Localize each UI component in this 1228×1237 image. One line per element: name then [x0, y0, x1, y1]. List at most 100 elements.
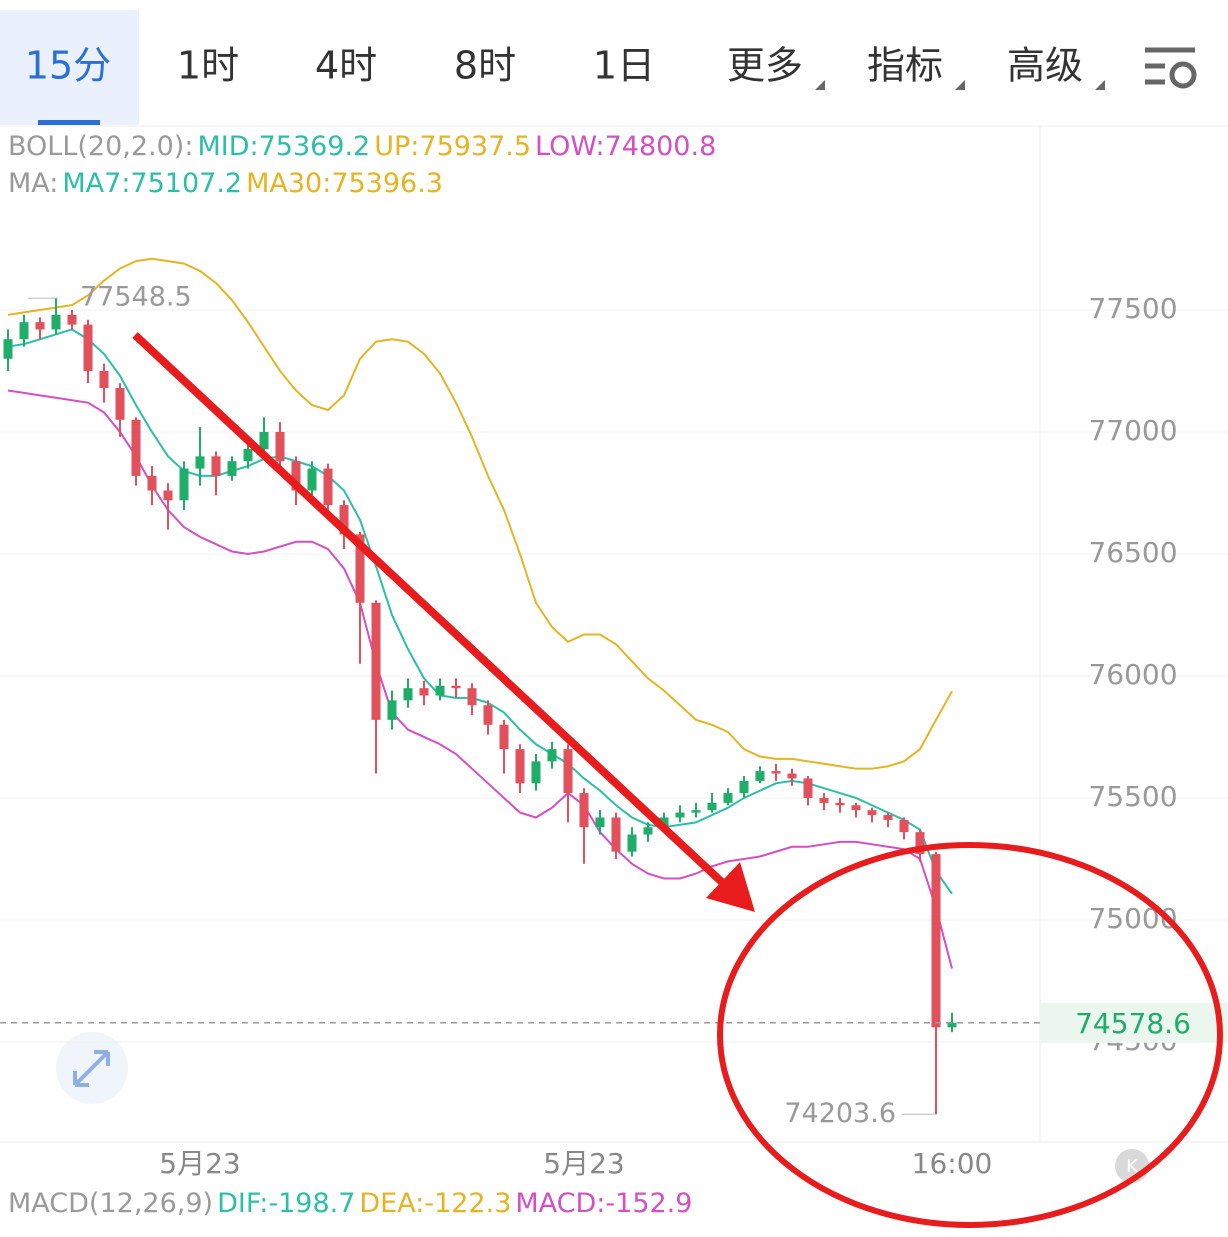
tab[interactable]: 15分	[25, 44, 111, 88]
candle-body	[67, 314, 77, 325]
indicator-label-item: MA30:75396.3	[246, 168, 443, 199]
candle-body	[147, 475, 157, 491]
candle-body	[83, 324, 93, 371]
macd-label-item: MACD(12,26,9)	[8, 1188, 213, 1219]
dropdown-caret	[1095, 80, 1105, 90]
tab[interactable]: 1时	[177, 44, 239, 88]
candle-body	[467, 688, 477, 706]
svg-text:K: K	[1126, 1156, 1139, 1177]
candle-body	[163, 490, 173, 501]
tab[interactable]: 指标	[867, 44, 943, 88]
low-label: 74203.6	[784, 1098, 896, 1129]
indicator-line	[7, 257, 953, 770]
annotation-overlay	[132, 332, 1223, 1228]
dropdown-caret	[955, 80, 965, 90]
candle-body	[547, 749, 557, 762]
candle-body	[851, 805, 861, 811]
candle-body	[227, 461, 237, 476]
candle-body	[883, 815, 893, 820]
candle-body	[51, 314, 61, 330]
candle-body	[931, 854, 941, 1028]
y-tick-label: 77000	[1088, 414, 1177, 447]
macd-label-item: DIF:-198.7	[217, 1188, 355, 1219]
candle-body	[531, 761, 541, 784]
indicator-label-item: UP:75937.5	[374, 131, 531, 162]
candle-body	[867, 810, 877, 816]
last-price-box	[1040, 1002, 1228, 1043]
candle-body	[483, 705, 493, 725]
candle-body	[579, 793, 589, 828]
indicator-label-item: MID:75369.2	[197, 131, 370, 162]
candle-body	[371, 602, 381, 720]
candle-body	[675, 812, 685, 818]
x-tick-label: 16:00	[912, 1147, 993, 1180]
y-tick-label: 75500	[1088, 780, 1177, 813]
candle-body	[755, 771, 765, 781]
candle-body	[99, 370, 109, 389]
y-tick-label: 76500	[1088, 536, 1177, 569]
candle-body	[947, 1022, 957, 1028]
candle-body	[611, 817, 621, 852]
x-tick-label: 5月23	[159, 1147, 240, 1180]
tab[interactable]: 1日	[593, 44, 655, 88]
last-price-label: 74578.6	[1075, 1007, 1191, 1040]
y-tick-label: 75000	[1088, 902, 1177, 935]
candle-body	[691, 810, 701, 813]
candle-body	[115, 388, 125, 420]
high-label: 77548.5	[80, 282, 192, 313]
candle-body	[771, 771, 781, 774]
indicator-line	[7, 328, 953, 895]
tab[interactable]: 更多	[727, 44, 803, 88]
indicator-label-item: LOW:74800.8	[535, 131, 716, 162]
candle-body	[387, 700, 397, 720]
candle-body	[595, 817, 605, 828]
candle-body	[643, 827, 653, 835]
indicator-label: MA: MA7:75107.2 MA30:75396.3	[8, 168, 443, 199]
candle-body	[403, 688, 413, 701]
candle-body	[211, 456, 221, 476]
candle-body	[419, 688, 429, 696]
tab[interactable]: 高级	[1007, 44, 1083, 88]
x-tick-label: 5月23	[543, 1147, 624, 1180]
candle-body	[499, 724, 509, 750]
candle-body	[803, 778, 813, 798]
candle-body	[627, 834, 637, 852]
candle-body	[835, 802, 845, 806]
indicator-label: BOLL(20,2.0): MID:75369.2 UP:75937.5 LOW:74…	[8, 131, 716, 162]
macd-label-item: DEA:-122.3	[359, 1188, 511, 1219]
candle-body	[819, 797, 829, 803]
candle-body	[179, 468, 189, 501]
candle-body	[3, 339, 13, 359]
candle-body	[291, 461, 301, 491]
indicator-label-item: MA:	[8, 168, 58, 199]
candle-body	[787, 773, 797, 779]
candle-body	[563, 749, 573, 794]
y-tick-label: 77500	[1088, 292, 1177, 325]
candle-body	[275, 431, 285, 462]
macd-label: MACD(12,26,9) DIF:-198.7 DEA:-122.3 MACD:-1…	[8, 1188, 692, 1219]
candle-body	[435, 685, 445, 696]
candle-body	[515, 749, 525, 784]
candle-body	[659, 817, 669, 828]
candle-body	[131, 419, 141, 476]
active-tab-bg	[0, 10, 139, 125]
candle-body	[323, 468, 333, 506]
y-tick-label: 76000	[1088, 658, 1177, 691]
settings-icon[interactable]	[1145, 47, 1197, 89]
candle-body	[243, 449, 253, 462]
macd-label-item: MACD:-152.9	[515, 1188, 692, 1219]
candle-body	[723, 793, 733, 803]
candle-body	[899, 819, 909, 833]
candle-body	[739, 780, 749, 794]
candle-body	[19, 322, 29, 340]
indicator-label-item: BOLL(20,2.0):	[8, 131, 193, 162]
fullscreen-icon[interactable]	[56, 1032, 128, 1104]
candle-body	[707, 802, 717, 811]
tab[interactable]: 4时	[315, 44, 377, 88]
indicator-label-item: MA7:75107.2	[62, 168, 242, 199]
candle-body	[195, 456, 205, 469]
candle-body	[35, 322, 45, 330]
tab[interactable]: 8时	[454, 44, 516, 88]
candle-body	[307, 468, 317, 491]
